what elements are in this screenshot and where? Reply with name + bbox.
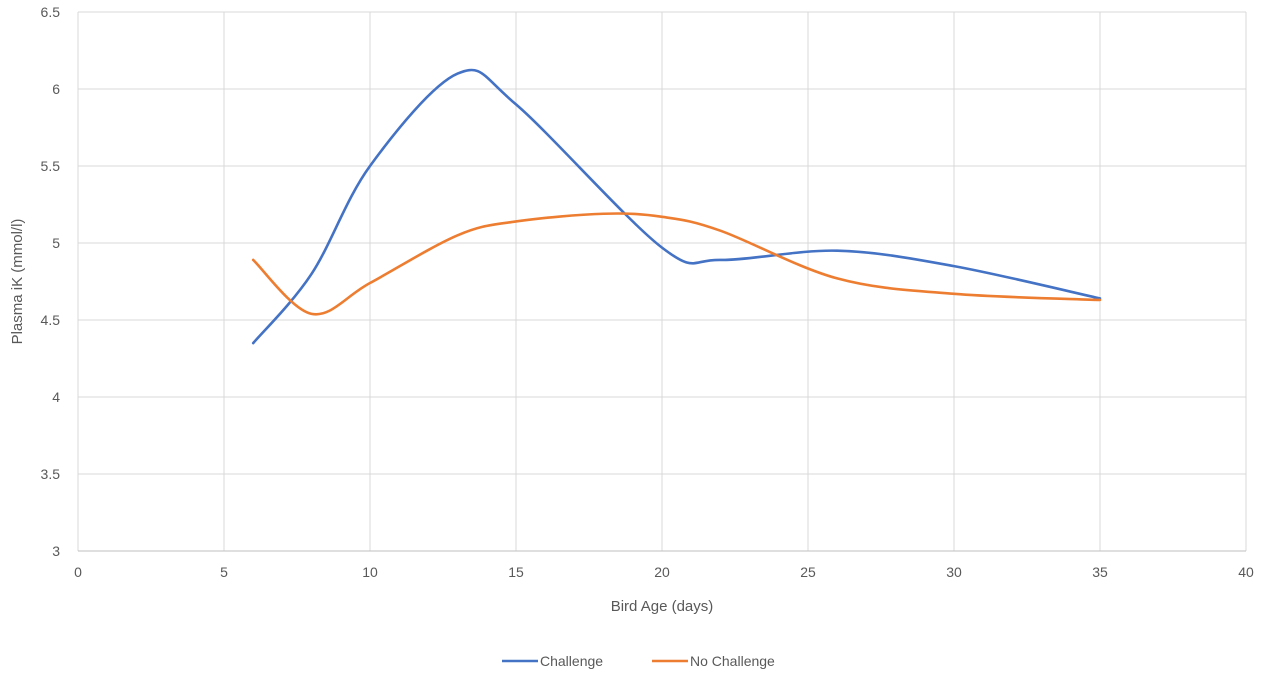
grid-lines (77, 11, 1247, 552)
x-tick-label: 10 (362, 564, 378, 580)
x-tick-label: 40 (1238, 564, 1254, 580)
legend-item: No Challenge (652, 653, 775, 669)
x-tick-label: 15 (508, 564, 524, 580)
x-axis-tick-labels: 0 5 10 15 20 25 30 35 40 (74, 564, 1254, 580)
x-tick-label: 5 (220, 564, 228, 580)
y-tick-label: 5 (52, 235, 60, 251)
legend-label: Challenge (540, 653, 603, 669)
legend-label: No Challenge (690, 653, 775, 669)
y-tick-label: 6 (52, 81, 60, 97)
y-tick-label: 6.5 (41, 4, 61, 20)
x-tick-label: 35 (1092, 564, 1108, 580)
series-line-challenge (251, 68, 1102, 345)
x-axis-title: Bird Age (days) (611, 598, 714, 615)
series-line-no-challenge (251, 212, 1102, 316)
x-tick-label: 30 (946, 564, 962, 580)
y-tick-label: 3 (52, 543, 60, 559)
x-tick-label: 0 (74, 564, 82, 580)
legend: Challenge No Challenge (502, 653, 775, 669)
y-tick-label: 3.5 (41, 466, 61, 482)
x-tick-label: 25 (800, 564, 816, 580)
x-tick-label: 20 (654, 564, 670, 580)
y-tick-label: 5.5 (41, 158, 61, 174)
y-tick-label: 4 (52, 389, 60, 405)
y-axis-title: Plasma iK (mmol/l) (9, 219, 26, 345)
legend-item: Challenge (502, 653, 603, 669)
y-axis-tick-labels: 3 3.5 4 4.5 5 5.5 6 6.5 (41, 4, 61, 559)
series-lines (251, 68, 1102, 345)
y-tick-label: 4.5 (41, 312, 61, 328)
